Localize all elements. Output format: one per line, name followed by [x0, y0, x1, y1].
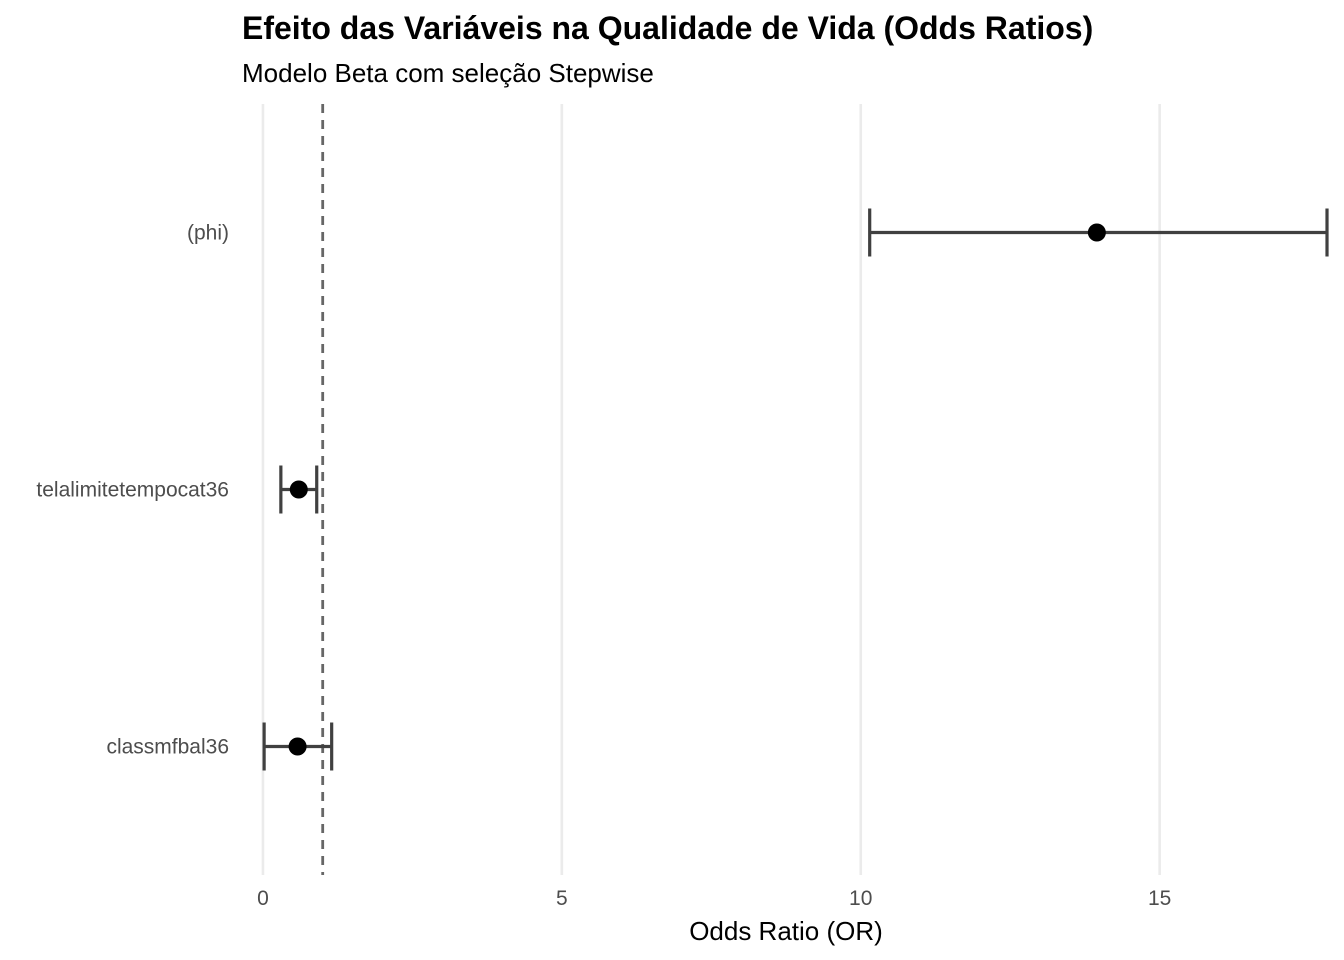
- tick-labels-layer: 0 5 10 15: [257, 887, 1171, 910]
- y-category-label-1: telalimitetempocat36: [36, 479, 229, 502]
- x-axis-title: Odds Ratio (OR): [689, 916, 883, 946]
- category-labels-layer: (phi) telalimitetempocat36 classmfbal36: [36, 222, 229, 759]
- x-tick-label-15: 15: [1148, 887, 1171, 910]
- chart-subtitle: Modelo Beta com seleção Stepwise: [242, 58, 654, 88]
- marks-layer: [262, 208, 1329, 771]
- x-tick-label-10: 10: [849, 887, 872, 910]
- grid-layer: [261, 104, 1161, 875]
- chart-title: Efeito das Variáveis na Qualidade de Vid…: [242, 10, 1093, 46]
- or-point-1: [289, 480, 308, 499]
- or-point-2: [288, 737, 307, 756]
- y-category-label-2: classmfbal36: [106, 736, 229, 759]
- or-point-0: [1087, 223, 1106, 242]
- x-tick-label-0: 0: [257, 887, 269, 910]
- y-category-label-0: (phi): [187, 222, 229, 245]
- x-tick-label-5: 5: [556, 887, 568, 910]
